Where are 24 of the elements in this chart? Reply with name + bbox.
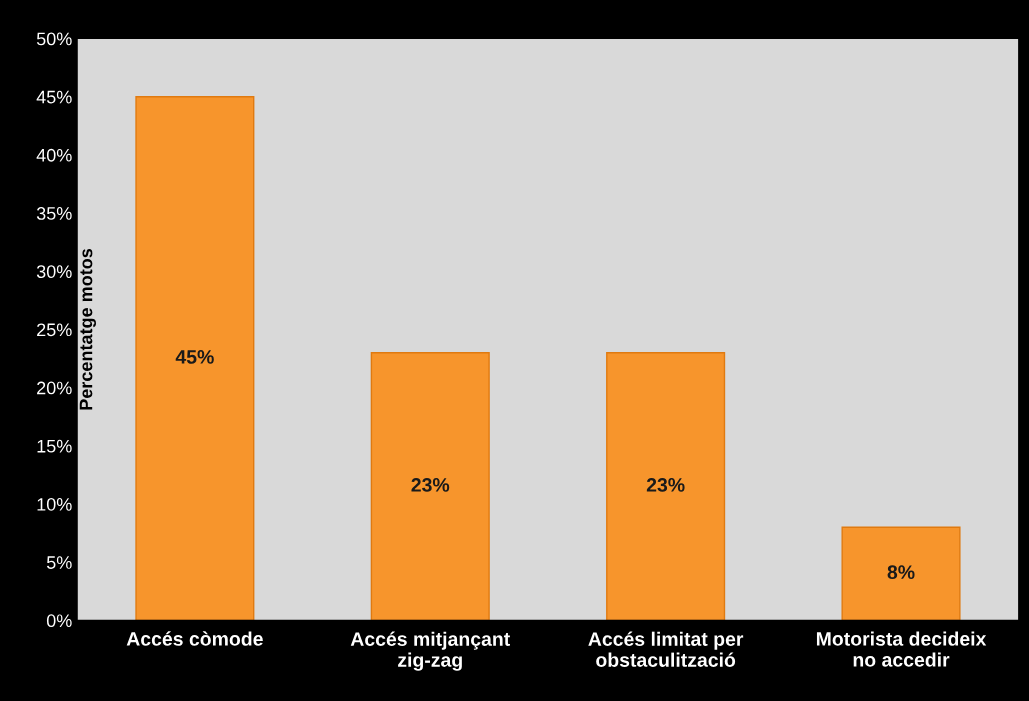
y-tick-label: 45%	[36, 90, 72, 104]
y-tick-label: 25%	[37, 323, 72, 337]
bar	[841, 526, 961, 621]
data-label: 23%	[646, 478, 685, 492]
y-axis-title: Percentatge motos	[79, 248, 97, 410]
y-tick-label: 35%	[36, 207, 72, 220]
y-tick-label: 40%	[36, 148, 72, 162]
data-label: 23%	[411, 478, 450, 492]
x-tick-label: Accés còmode	[126, 631, 263, 646]
y-tick-label: 20%	[37, 381, 72, 395]
data-label: 45%	[175, 350, 214, 364]
x-tick-label: Accés mitjançant zig-zag	[350, 631, 510, 671]
bar	[606, 352, 726, 621]
bar	[370, 352, 490, 621]
x-tick-label: Accés limitat per obstaculització	[588, 631, 744, 667]
data-label: 8%	[887, 565, 915, 580]
y-tick-label: 5%	[46, 556, 72, 569]
bar	[135, 96, 255, 621]
y-tick-label: 50%	[36, 32, 72, 46]
y-tick-label: 15%	[37, 439, 72, 453]
y-tick-label: 0%	[46, 614, 72, 628]
y-tick-label: 30%	[36, 265, 72, 279]
x-tick-label: Motorista decideix no accedir	[816, 631, 987, 667]
y-tick-label: 10%	[37, 497, 72, 511]
